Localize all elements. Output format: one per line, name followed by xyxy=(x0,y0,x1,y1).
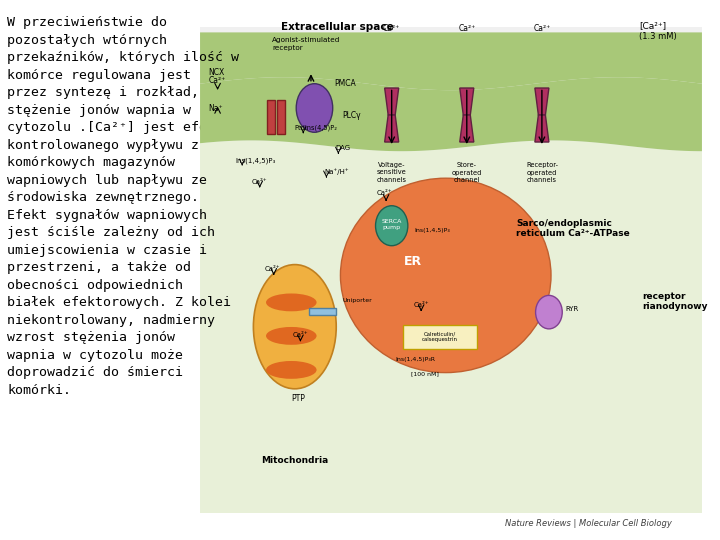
Text: Extracellular space: Extracellular space xyxy=(281,22,394,32)
FancyBboxPatch shape xyxy=(403,325,477,349)
Text: receptor
rianodynowy: receptor rianodynowy xyxy=(642,292,708,311)
Text: Ca²⁺: Ca²⁺ xyxy=(264,266,280,272)
Text: RYR: RYR xyxy=(566,306,579,312)
Text: Ins(1,4,5)P₃: Ins(1,4,5)P₃ xyxy=(414,228,450,233)
Text: Voltage-
sensitive
channels: Voltage- sensitive channels xyxy=(377,162,407,183)
Text: (1.3 mM): (1.3 mM) xyxy=(639,32,677,41)
Text: Ca²⁺: Ca²⁺ xyxy=(377,191,392,197)
Text: [100 nM]: [100 nM] xyxy=(410,372,438,376)
Text: PTP: PTP xyxy=(292,394,305,403)
Ellipse shape xyxy=(341,178,551,373)
Text: Sarco/endoplasmic
reticulum Ca²⁺-ATPase: Sarco/endoplasmic reticulum Ca²⁺-ATPase xyxy=(516,219,630,238)
Text: SERCA
pump: SERCA pump xyxy=(382,219,402,230)
Text: Ins(1,4,5)P₃: Ins(1,4,5)P₃ xyxy=(235,157,275,164)
Text: NCX: NCX xyxy=(209,68,225,77)
Text: W przeciwieństwie do
pozostałych wtórnych
przekaźników, których ilość w
komórce : W przeciwieństwie do pozostałych wtórnyc… xyxy=(7,16,239,397)
Text: Calreticulin/
calsequestrin: Calreticulin/ calsequestrin xyxy=(422,332,458,342)
Text: Receptor-
operated
channels: Receptor- operated channels xyxy=(526,162,558,183)
Polygon shape xyxy=(200,140,702,513)
Text: Na⁺: Na⁺ xyxy=(209,104,223,113)
Text: Ca²⁺: Ca²⁺ xyxy=(292,332,308,338)
Text: PLCγ: PLCγ xyxy=(343,111,361,120)
Text: Agonist-stimulated: Agonist-stimulated xyxy=(272,37,341,43)
FancyBboxPatch shape xyxy=(200,27,702,513)
FancyBboxPatch shape xyxy=(267,100,275,134)
Text: Ca²⁺: Ca²⁺ xyxy=(413,302,429,308)
Text: PMCA: PMCA xyxy=(334,79,356,89)
Polygon shape xyxy=(384,88,399,115)
Text: Ca²⁺: Ca²⁺ xyxy=(252,179,268,185)
Text: Ca²⁺: Ca²⁺ xyxy=(383,24,400,33)
Ellipse shape xyxy=(296,84,333,132)
Text: Ca²⁺: Ca²⁺ xyxy=(209,76,226,85)
Text: DAG: DAG xyxy=(336,145,351,151)
Polygon shape xyxy=(535,88,549,115)
Text: Ca²⁺: Ca²⁺ xyxy=(458,24,475,33)
Text: ER: ER xyxy=(404,254,422,268)
Polygon shape xyxy=(384,115,399,142)
Ellipse shape xyxy=(536,295,562,329)
Polygon shape xyxy=(200,32,702,90)
Ellipse shape xyxy=(266,361,317,379)
Text: Ins(1,4,5)P₃R: Ins(1,4,5)P₃R xyxy=(395,357,436,362)
Polygon shape xyxy=(460,88,474,115)
Ellipse shape xyxy=(266,294,317,311)
Text: Na⁺/H⁺: Na⁺/H⁺ xyxy=(324,168,349,175)
Polygon shape xyxy=(200,77,702,151)
FancyBboxPatch shape xyxy=(277,100,285,134)
Ellipse shape xyxy=(253,265,336,389)
Text: Nature Reviews | Molecular Cell Biology: Nature Reviews | Molecular Cell Biology xyxy=(505,519,672,529)
FancyBboxPatch shape xyxy=(309,308,336,315)
Polygon shape xyxy=(460,115,474,142)
Text: Ca²⁺: Ca²⁺ xyxy=(534,24,551,33)
Text: receptor: receptor xyxy=(272,45,303,51)
Ellipse shape xyxy=(266,327,317,345)
Ellipse shape xyxy=(376,206,408,246)
Text: Mitochondria: Mitochondria xyxy=(261,456,328,465)
Text: Ptdins(4,5)P₂: Ptdins(4,5)P₂ xyxy=(294,125,338,131)
Polygon shape xyxy=(535,115,549,142)
Text: Uniporter: Uniporter xyxy=(343,298,372,303)
Text: Store-
operated
channel: Store- operated channel xyxy=(451,162,482,183)
Text: [Ca²⁺]: [Ca²⁺] xyxy=(639,21,666,30)
